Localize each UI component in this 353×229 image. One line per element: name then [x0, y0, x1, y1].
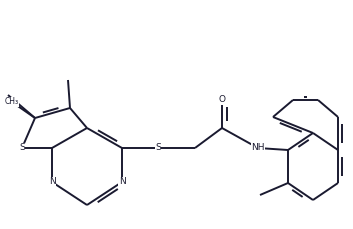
Text: S: S	[155, 144, 161, 153]
Text: N: N	[119, 177, 125, 186]
Text: NH: NH	[251, 144, 265, 153]
Text: N: N	[49, 177, 55, 186]
Text: CH₃: CH₃	[5, 98, 19, 106]
Text: O: O	[219, 95, 226, 104]
Text: S: S	[19, 144, 25, 153]
